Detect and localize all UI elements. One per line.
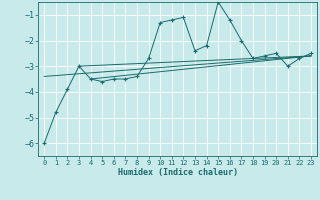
X-axis label: Humidex (Indice chaleur): Humidex (Indice chaleur) <box>118 168 238 177</box>
